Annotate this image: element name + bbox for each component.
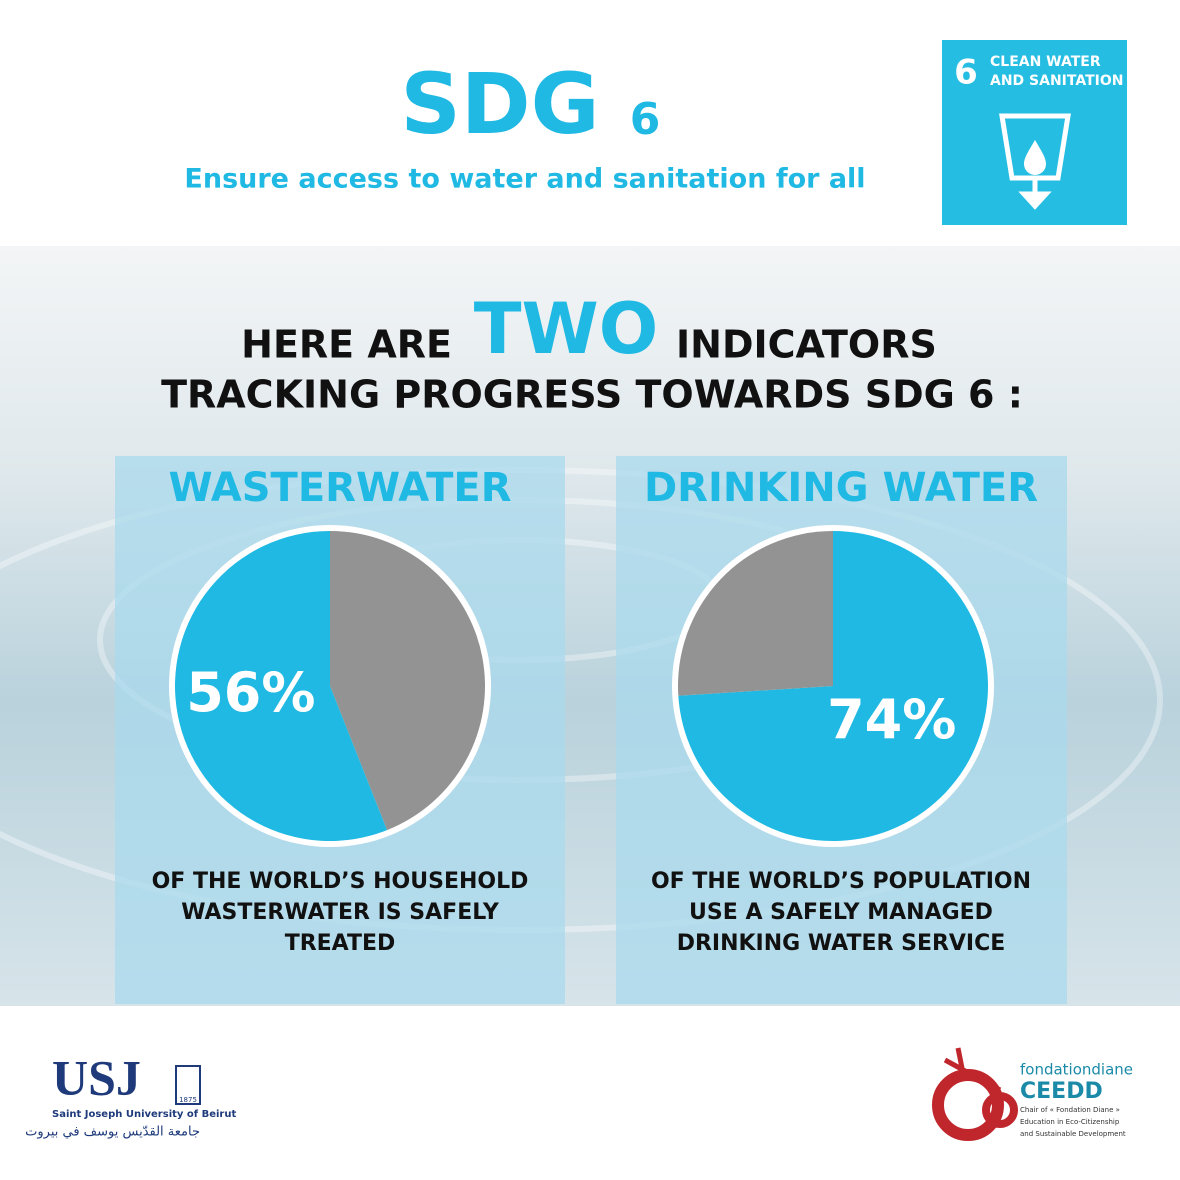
headline-emphasis: TWO — [474, 288, 658, 370]
ceedd-text: Chair of « Fondation Diane » — [1020, 1106, 1120, 1114]
pie-slice — [678, 531, 988, 841]
ceedd-text: and Sustainable Development — [1020, 1130, 1126, 1138]
caption: DRINKING WATER SERVICE — [677, 931, 1006, 956]
usj: USJ — [52, 1049, 141, 1105]
badge-text: AND SANITATION — [990, 73, 1123, 89]
usj-year: 1875 — [179, 1096, 197, 1104]
pie-slice — [330, 531, 485, 831]
caption: WASTERWATER IS SAFELY — [181, 900, 500, 925]
ceedd-text: Education in Eco-Citizenship — [1020, 1118, 1120, 1126]
badge-drop — [1024, 140, 1046, 175]
pie-slice — [677, 531, 833, 696]
headline: TRACKING PROGRESS TOWARDS SDG 6 : — [161, 373, 1023, 417]
caption: TREATED — [285, 931, 396, 956]
caption: USE A SAFELY MANAGED — [689, 900, 993, 925]
usj-name: Saint Joseph University of Beirut — [52, 1109, 236, 1120]
badge-number: 6 — [954, 53, 978, 93]
ceedd-logo: fondationdiane CEEDD Chair of « Fondatio… — [932, 1047, 1133, 1141]
usj-arabic: جامعة القدّيس يوسف في بيروت — [25, 1125, 200, 1140]
value-label: 74% — [827, 688, 956, 751]
subtitle: Ensure access to water and sanitation fo… — [184, 164, 865, 195]
caption: OF THE WORLD’S HOUSEHOLD — [152, 869, 529, 894]
usj-logo: USJ 1875 Saint Joseph University of Beir… — [25, 1049, 236, 1139]
ceedd: CEEDD — [1020, 1079, 1103, 1104]
chart-title: DRINKING WATER — [644, 465, 1038, 511]
value-label: 56% — [186, 661, 315, 724]
title: SDG — [400, 55, 599, 153]
badge-icon — [999, 113, 1071, 210]
headline: INDICATORS — [676, 323, 937, 367]
caption: OF THE WORLD’S POPULATION — [651, 869, 1031, 894]
usj-emblem — [175, 1065, 201, 1105]
fondation: fondationdiane — [1020, 1061, 1133, 1079]
title-number: 6 — [630, 94, 661, 145]
pie-slice — [174, 531, 388, 841]
badge-text: CLEAN WATER — [990, 54, 1101, 70]
chart-title: WASTERWATER — [168, 465, 511, 511]
headline: HERE ARE — [241, 323, 452, 367]
